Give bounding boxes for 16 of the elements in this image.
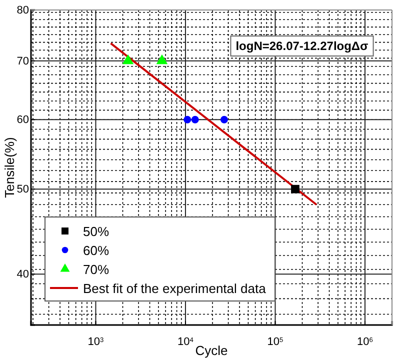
y-tick-label: 60 bbox=[16, 114, 29, 126]
x-tick-label: 10$^{5}$ bbox=[267, 336, 284, 348]
y-axis-title: Tensile(%) bbox=[2, 137, 17, 198]
legend-label: 70% bbox=[83, 262, 110, 277]
legend-label: Best fit of the experimental data bbox=[83, 281, 267, 296]
y-tick-label: 70 bbox=[16, 55, 29, 68]
x-axis-title: Cycle bbox=[195, 343, 228, 358]
x-tick-label: 10$^{3}$ bbox=[88, 336, 104, 348]
annotation: logN=26.07-12.27logΔσ bbox=[236, 39, 368, 53]
y-tick-label: 50 bbox=[16, 184, 29, 196]
legend-label: 50% bbox=[83, 224, 110, 239]
y-tick-label: 40 bbox=[16, 268, 29, 281]
x-tick-label: 10$^{6}$ bbox=[357, 336, 374, 348]
y-tick-label: 80 bbox=[16, 4, 29, 17]
x-tick-label: 10$^{4}$ bbox=[178, 336, 194, 348]
legend-label: 60% bbox=[83, 243, 110, 258]
